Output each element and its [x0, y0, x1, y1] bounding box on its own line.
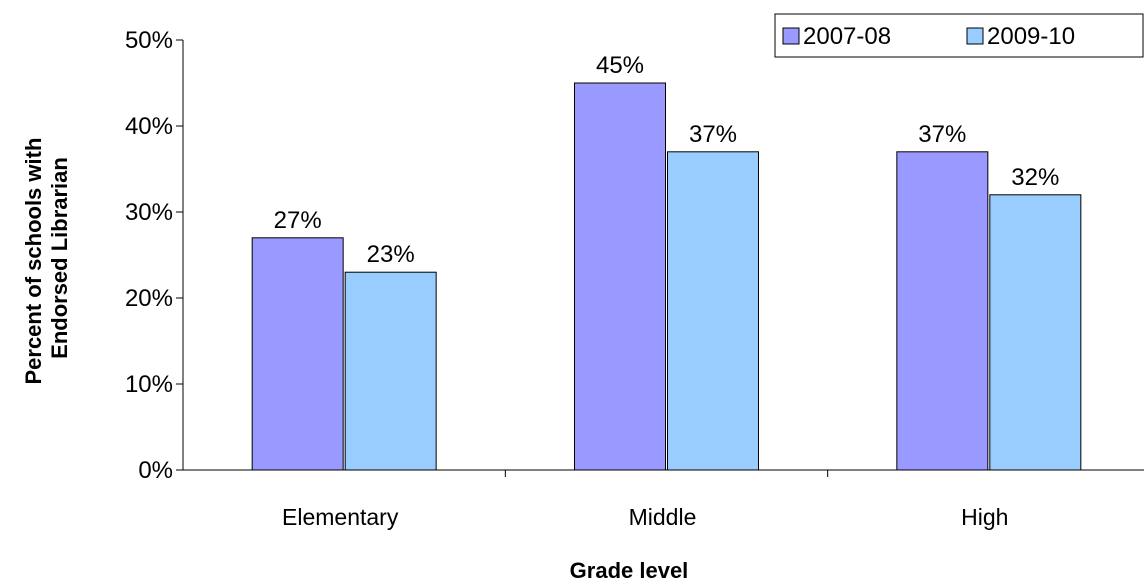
bar-high-2009-10 — [989, 194, 1082, 471]
legend-label-2007-08: 2007-08 — [803, 23, 891, 50]
data-labels: 27% 23% 45% 37% 37% 32% — [274, 52, 1060, 268]
y-tick-label: 30% — [125, 199, 173, 226]
y-axis-title: Percent of schools with Endorsed Librari… — [21, 131, 72, 384]
legend-label-2009-10: 2009-10 — [987, 23, 1075, 50]
x-axis-title: Grade level — [570, 558, 689, 583]
data-label-high-2009-10: 32% — [1011, 164, 1059, 191]
data-label-high-2007-08: 37% — [918, 121, 966, 148]
y-axis-title-line-1: Percent of schools with — [21, 138, 46, 385]
x-axis-ticks — [504, 470, 829, 477]
bar-elementary-2009-10 — [344, 271, 437, 471]
bar-middle-2007-08 — [574, 82, 666, 471]
y-axis-title-line-2: Endorsed Librarian — [47, 157, 72, 359]
y-tick-label: 10% — [125, 371, 173, 398]
y-axis-tick-labels: 0% 10% 20% 30% 40% 50% — [125, 27, 173, 484]
category-label-high: High — [961, 504, 1008, 530]
category-label-middle: Middle — [629, 504, 697, 530]
data-label-elementary-2007-08: 27% — [274, 207, 322, 234]
bar-elementary-2007-08 — [251, 237, 344, 471]
y-tick-label: 40% — [125, 113, 173, 140]
legend-swatch-2007-08 — [782, 27, 800, 45]
data-label-middle-2007-08: 45% — [596, 52, 644, 79]
legend: 2007-08 2009-10 — [774, 13, 1144, 58]
category-label-elementary: Elementary — [282, 504, 399, 530]
bar-high-2007-08 — [896, 151, 989, 471]
y-tick-label: 20% — [125, 285, 173, 312]
bar-middle-2009-10 — [667, 151, 759, 471]
y-tick-label: 50% — [125, 27, 173, 54]
legend-swatch-2009-10 — [966, 27, 984, 45]
bars — [251, 82, 1082, 471]
x-axis-category-labels: Elementary Middle High — [282, 504, 1008, 530]
data-label-elementary-2009-10: 23% — [367, 241, 415, 268]
y-tick-label: 0% — [138, 457, 173, 484]
data-label-middle-2009-10: 37% — [689, 121, 737, 148]
legend-box — [774, 13, 1144, 58]
y-axis-ticks — [176, 39, 183, 471]
